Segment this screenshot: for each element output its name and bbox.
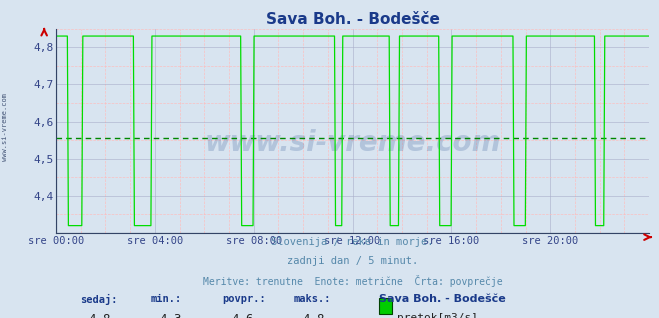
Text: Slovenija / reke in morje.: Slovenija / reke in morje. — [272, 237, 434, 247]
Text: www.si-vreme.com: www.si-vreme.com — [2, 93, 9, 161]
Text: Sava Boh. - Bodešče: Sava Boh. - Bodešče — [380, 294, 506, 304]
Text: 4,8: 4,8 — [302, 313, 325, 318]
Title: Sava Boh. - Bodešče: Sava Boh. - Bodešče — [266, 12, 440, 27]
Text: povpr.:: povpr.: — [222, 294, 266, 304]
Text: zadnji dan / 5 minut.: zadnji dan / 5 minut. — [287, 256, 418, 266]
Text: pretok[m3/s]: pretok[m3/s] — [397, 313, 478, 318]
Text: 4,3: 4,3 — [160, 313, 183, 318]
Text: www.si-vreme.com: www.si-vreme.com — [204, 129, 501, 157]
Bar — [380, 298, 392, 314]
Text: 4,6: 4,6 — [231, 313, 254, 318]
Text: Meritve: trenutne  Enote: metrične  Črta: povprečje: Meritve: trenutne Enote: metrične Črta: … — [203, 275, 502, 287]
Text: sedaj:: sedaj: — [80, 294, 117, 305]
Text: maks.:: maks.: — [293, 294, 331, 304]
Text: min.:: min.: — [151, 294, 182, 304]
Text: 4,8: 4,8 — [88, 313, 111, 318]
